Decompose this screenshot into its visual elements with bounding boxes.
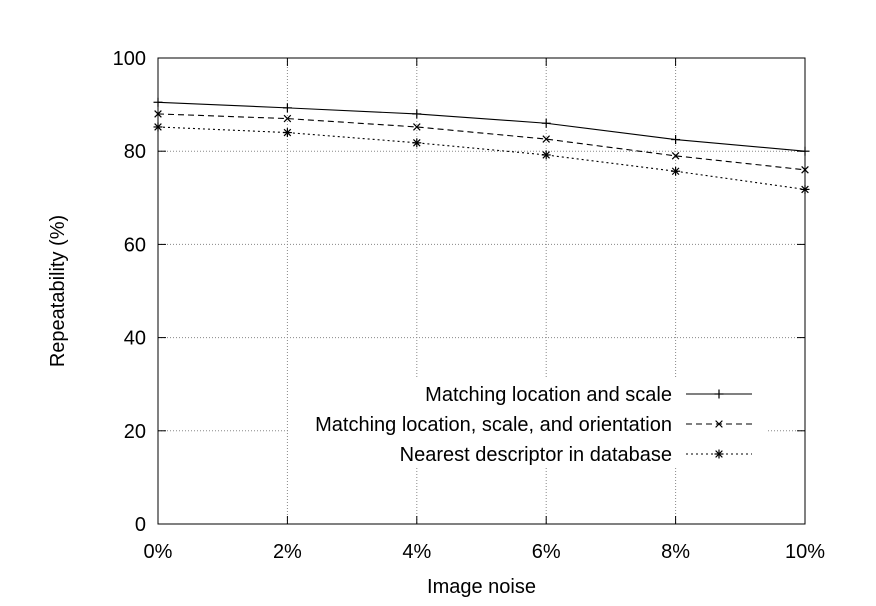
- x-tick-label: 2%: [273, 541, 302, 563]
- legend-marker: [714, 449, 724, 459]
- data-point: [542, 135, 550, 143]
- data-point: [671, 152, 680, 160]
- legend-label: Nearest descriptor in database: [400, 444, 672, 466]
- x-tick-label: 0%: [144, 541, 173, 563]
- y-tick-label: 40: [124, 328, 146, 350]
- data-point: [153, 122, 163, 132]
- x-tick-label: 4%: [402, 541, 431, 563]
- legend-item: Nearest descriptor in database: [400, 444, 752, 466]
- data-point: [412, 138, 422, 148]
- data-point: [800, 146, 810, 156]
- series-line: [157, 126, 806, 190]
- legend-label: Matching location and scale: [425, 384, 672, 406]
- x-tick-label: 6%: [532, 541, 561, 563]
- data-point: [541, 150, 551, 160]
- data-point: [801, 166, 809, 174]
- y-tick-label: 80: [124, 141, 146, 163]
- legend-item: Matching location and scale: [425, 384, 752, 406]
- data-point: [541, 118, 551, 128]
- x-tick-label: 10%: [785, 541, 825, 563]
- series-1: [153, 97, 810, 156]
- y-tick-label: 0: [135, 514, 146, 536]
- legend-marker: [715, 420, 723, 428]
- data-point: [154, 110, 162, 118]
- legend-label: Matching location, scale, and orientatio…: [315, 414, 672, 436]
- data-point: [153, 97, 163, 107]
- y-tick-label: 60: [124, 234, 146, 256]
- series-layer: [153, 97, 810, 194]
- x-tick-label: 8%: [661, 541, 690, 563]
- legend: Matching location and scale Matching loca…: [315, 384, 752, 466]
- data-point: [671, 135, 681, 145]
- grid: [158, 58, 805, 524]
- data-point: [282, 103, 292, 113]
- legend-marker: [714, 389, 724, 399]
- plot-frame: [157, 57, 806, 525]
- series-line: [157, 113, 806, 171]
- data-point: [671, 166, 681, 176]
- data-point: [412, 109, 422, 119]
- series-line: [157, 101, 806, 152]
- series-3: [153, 122, 810, 194]
- y-axis-label: Repeatability (%): [47, 215, 69, 367]
- data-point: [282, 128, 292, 138]
- y-tick-label: 100: [113, 48, 146, 70]
- legend-item: Matching location, scale, and orientatio…: [315, 414, 752, 436]
- data-point: [283, 114, 292, 123]
- data-point: [413, 123, 421, 131]
- x-axis-label: Image noise: [427, 576, 536, 598]
- y-tick-label: 20: [124, 421, 146, 443]
- series-2: [154, 110, 809, 174]
- data-point: [800, 184, 810, 194]
- axis-ticks: 0 20 40 60 80 100 0% 2% 4% 6% 8% 10%: [113, 48, 826, 563]
